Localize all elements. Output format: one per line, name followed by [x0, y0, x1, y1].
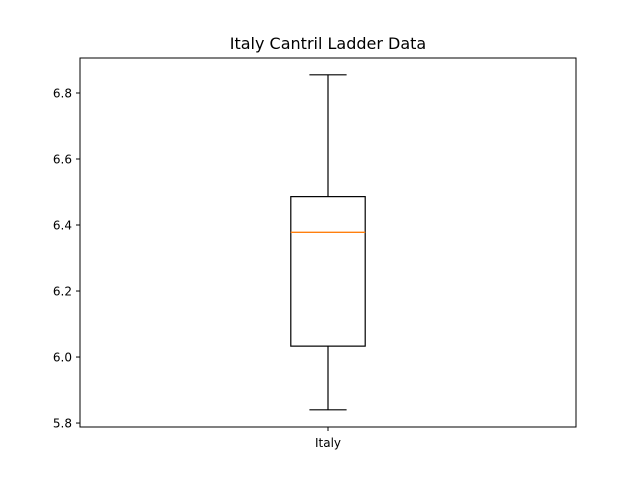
plot-marks [290, 74, 366, 411]
y-tick-label: 6.8 [53, 86, 72, 100]
y-tick-label: 6.2 [53, 285, 72, 299]
y-tick-label: 6.6 [53, 152, 72, 166]
y-tick-label: 5.8 [53, 417, 72, 431]
x-tick-label: Italy [315, 436, 341, 450]
chart-title: Italy Cantril Ladder Data [230, 34, 426, 53]
y-axis: 5.8 6.0 6.2 6.4 6.6 6.8 [53, 86, 80, 431]
x-axis: Italy [315, 427, 341, 450]
iqr-box [290, 196, 366, 347]
y-tick-label: 6.4 [53, 219, 72, 233]
y-tick-label: 6.0 [53, 351, 72, 365]
plot-frame [79, 57, 577, 428]
